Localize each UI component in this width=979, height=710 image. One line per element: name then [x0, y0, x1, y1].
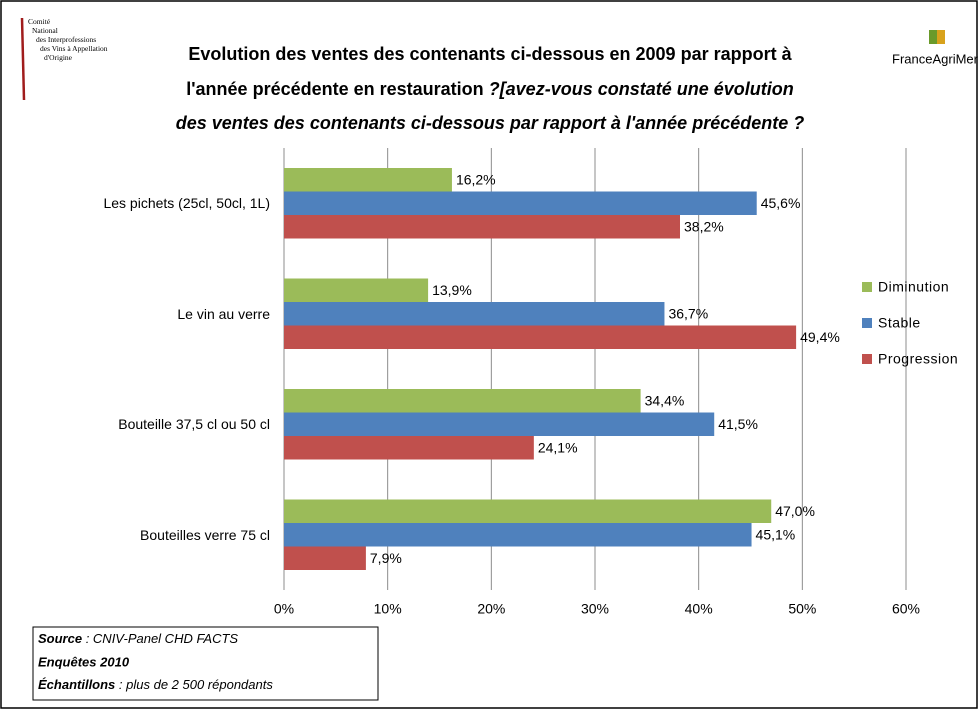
legend-label: Progression [878, 351, 958, 367]
chart-title: Evolution des ventes des contenants ci-d… [188, 44, 792, 64]
sample: Échantillons : plus de 2 500 répondants [38, 677, 273, 692]
y-tick-label: Bouteilles verre 75 cl [140, 526, 270, 543]
y-tick-label-box: Bouteille 37,5 cl ou 50 cl [20, 384, 270, 464]
source-text: : CNIV-Panel CHD FACTS [82, 631, 238, 646]
legend-label: Diminution [878, 279, 949, 295]
bar [284, 412, 715, 436]
y-tick-label-box: Les pichets (25cl, 50cl, 1L) [20, 163, 270, 243]
logo-right: FranceAgriMer [892, 30, 979, 66]
logo-line: des Vins à Appellation [40, 44, 108, 53]
y-tick-label-wrap: Bouteilles verre 75 cl [20, 495, 270, 575]
sample-label: Échantillons [38, 677, 115, 692]
source: Source : CNIV-Panel CHD FACTS [38, 631, 238, 646]
data-label: 34,4% [645, 392, 685, 408]
bar [284, 191, 757, 215]
y-tick-label-wrap: Le vin au verre [20, 274, 270, 354]
data-label: 49,4% [800, 329, 840, 345]
bar [284, 278, 429, 302]
logo-text: Comité National des Interprofessions des Vi… [28, 17, 108, 62]
logo-stroke [20, 17, 26, 101]
logo-left: Comité National des Interprofessions des Vi… [20, 17, 108, 101]
legend-label: Stable [878, 315, 921, 331]
y-tick-label: Les pichets (25cl, 50cl, 1L) [103, 195, 270, 212]
data-label: 45,6% [761, 195, 801, 211]
subtitle-part: ?[avez-vous constaté une évolution [489, 79, 794, 99]
bar [284, 546, 366, 570]
logo-line: Comité [28, 17, 51, 26]
x-tick-label: 30% [581, 601, 609, 617]
data-label: 41,5% [718, 416, 758, 432]
legend-swatch [862, 318, 872, 328]
logo-line: des Interprofessions [36, 35, 96, 44]
data-label: 47,0% [775, 503, 815, 519]
x-tick-label: 50% [788, 601, 816, 617]
data-label: 7,9% [370, 550, 402, 566]
data-label: 24,1% [538, 439, 578, 455]
logo-line: d'Origine [44, 53, 73, 62]
bar [284, 302, 665, 326]
bar [284, 168, 452, 192]
x-tick-label: 0% [274, 601, 294, 617]
chart-title: l'année précédente en restauration ?[ave… [186, 79, 793, 99]
data-label: 13,9% [432, 282, 472, 298]
x-tick-label: 40% [685, 601, 713, 617]
survey: Enquêtes 2010 [38, 654, 130, 669]
data-label: 36,7% [668, 305, 708, 321]
data-label: 38,2% [684, 218, 724, 234]
logo-name: FranceAgriMer [892, 51, 979, 66]
data-label: 45,1% [756, 526, 796, 542]
chart-subtitle: des ventes des contenants ci-dessous par… [176, 113, 804, 133]
y-tick-label: Bouteille 37,5 cl ou 50 cl [118, 416, 270, 433]
legend-swatch [862, 282, 872, 292]
source-label: Source [38, 631, 82, 646]
logo-icon [929, 30, 937, 44]
x-tick-label: 20% [477, 601, 505, 617]
bar [284, 215, 681, 239]
y-tick-label-box: Bouteilles verre 75 cl [20, 495, 270, 575]
x-tick-label: 60% [892, 601, 920, 617]
y-tick-label-box: Le vin au verre [20, 274, 270, 354]
sample-text: : plus de 2 500 répondants [115, 677, 273, 692]
logo-line: National [32, 26, 58, 35]
data-label: 16,2% [456, 171, 496, 187]
y-tick-label: Le vin au verre [177, 305, 270, 322]
logo-icon [937, 30, 945, 44]
legend-swatch [862, 354, 872, 364]
y-tick-label-wrap: Les pichets (25cl, 50cl, 1L) [20, 163, 270, 243]
source-box [32, 626, 379, 701]
x-tick-label: 10% [374, 601, 402, 617]
title-part: l'année précédente en restauration [186, 79, 483, 99]
bar [284, 523, 752, 547]
bar [284, 325, 797, 349]
bar [284, 389, 641, 413]
bar [284, 436, 534, 460]
bar [284, 499, 772, 523]
y-tick-label-wrap: Bouteille 37,5 cl ou 50 cl [20, 384, 270, 464]
